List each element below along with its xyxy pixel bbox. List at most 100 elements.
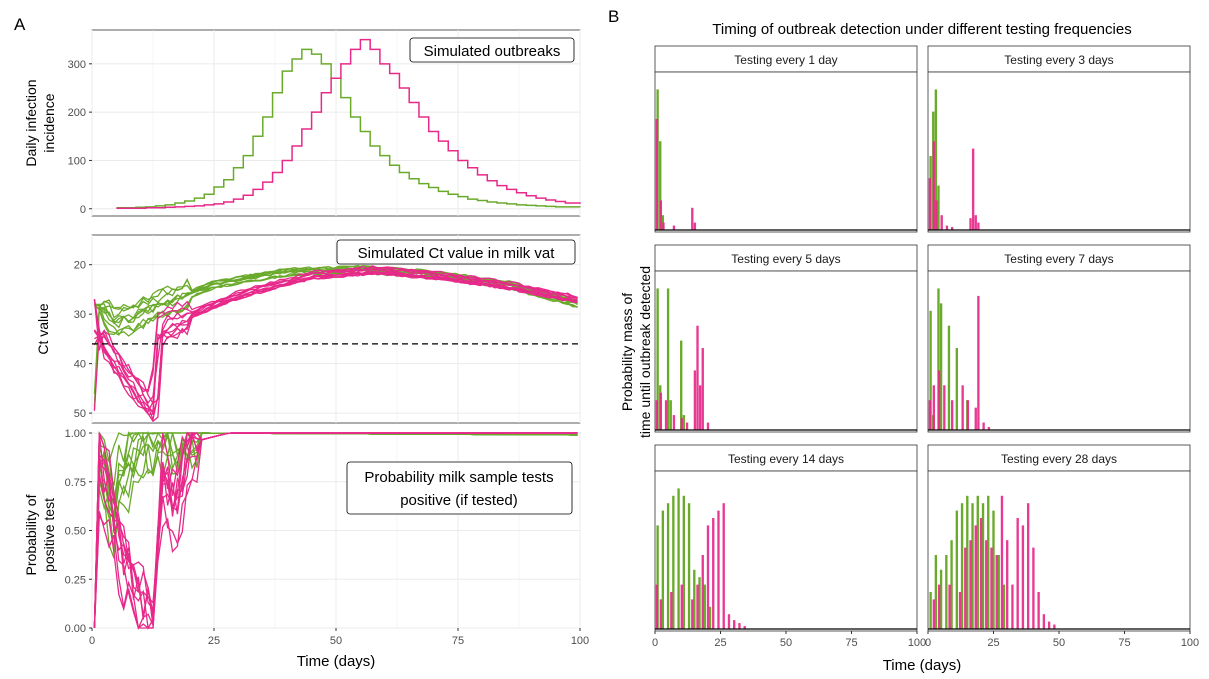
detection-xlabel: Time (days) [883,657,962,674]
x-tick-label: 75 [452,635,464,647]
incidence-series-1 [116,48,581,209]
bar-outbreak-b [928,178,932,230]
bar-outbreak-b [727,614,731,629]
facet-strip-label: Testing every 1 day [734,53,837,67]
bar-outbreak-a [656,288,659,430]
bar-outbreak-a [693,569,696,629]
bar-outbreak-b [974,215,977,230]
probability-line-2-10 [93,432,578,630]
bar-outbreak-b [693,222,697,230]
y-tick-label: 1.00 [65,428,86,440]
bar-outbreak-b [664,400,668,430]
facet-strip-label: Testing every 28 days [1001,452,1117,466]
bar-outbreak-a [955,348,958,430]
bar-outbreak-b [977,222,980,230]
facet-5: Testing every 14 days 0 25 50 75 100 [652,444,926,649]
incidence-series [116,38,581,210]
probability-panel: 0.00 0.25 0.50 0.75 1.00 0 25 50 75 100 Probabil… [23,428,589,670]
bar-outbreak-b [945,225,949,230]
incidence-annotation: Simulated outbreaks [424,43,561,60]
bar-outbreak-b [706,422,710,430]
bar-outbreak-b [659,599,663,629]
bar-outbreak-a [947,325,951,430]
bar-outbreak-b [969,218,972,230]
y-tick-label: 30 [74,309,86,321]
facet-strip [654,45,918,73]
probability-series [93,430,578,630]
ct-panel: 20 30 40 50 Ct value Simulated Ct value in … [35,234,581,424]
bar-outbreak-b [696,325,699,430]
x-tick-label: 100 [571,635,589,647]
y-tick-label: 0 [80,204,86,216]
bar-outbreak-a [934,555,938,629]
bar-outbreak-b [928,400,932,430]
y-tick-label: 300 [68,59,86,71]
bar-outbreak-b [701,555,704,629]
bar-outbreak-b [698,385,702,430]
bar-outbreak-b [1042,614,1046,629]
bar-outbreak-b [964,547,967,629]
detection-ylabel-line-2: time until outbreak detected [637,266,653,438]
bar-outbreak-b [1000,495,1004,629]
bar-outbreak-b [655,119,659,230]
facet-strip [927,444,1191,472]
facet-strip-label: Testing every 5 days [731,252,840,266]
bar-outbreak-b [743,626,746,629]
x-tick-label: 0 [652,637,658,649]
y-tick-label: 50 [74,408,86,420]
bar-outbreak-a [656,525,659,629]
bar-outbreak-b [1032,547,1035,629]
incidence-ylabel-line-2: incidence [41,93,57,152]
bar-outbreak-b [966,400,970,430]
bar-outbreak-a [939,569,943,629]
bar-outbreak-a [669,400,672,430]
facet-3: Testing every 5 days [654,244,918,433]
detection-ylabel-line-1: Probability mass of [619,293,635,411]
y-tick-label: 100 [68,155,86,167]
bar-outbreak-b [943,385,946,430]
probability-annotation-line-1: Probability milk sample tests [364,469,553,486]
ct-grid [91,235,581,423]
bar-outbreak-b [670,592,673,629]
bar-outbreak-b [693,370,697,430]
y-tick-label: 40 [74,359,86,371]
bar-outbreak-b [659,200,663,230]
bar-outbreak-a [937,185,940,230]
detection-facets: Testing every 1 day Testing every 3 days T… [652,45,1199,649]
bar-outbreak-a [666,503,670,629]
ct-line-2-9 [93,273,578,415]
x-tick-label: 25 [714,637,726,649]
x-tick-label: 75 [1118,637,1130,649]
incidence-series-2 [116,38,581,210]
bar-outbreak-b [940,215,943,230]
facet-plot-frame [927,71,1191,233]
detection-title: Timing of outbreak detection under diffe… [712,21,1131,38]
x-tick-label: 0 [89,635,95,647]
facet-plot-frame [654,71,918,233]
bar-outbreak-b [1053,624,1056,629]
bar-outbreak-b [1011,584,1014,629]
bar-outbreak-a [992,510,995,629]
facet-4: Testing every 7 days [927,244,1191,433]
probability-ylabel-line-2: positive test [41,498,57,572]
incidence-grid [91,30,581,216]
bar-outbreak-b [685,422,689,430]
bar-outbreak-b [1016,518,1019,629]
bar-outbreak-b [696,584,699,629]
bar-outbreak-b [969,540,972,629]
incidence-ylabel-line-1: Daily infection [23,79,39,166]
bar-outbreak-b [712,518,715,629]
ct-ylabel: Ct value [35,303,51,355]
probability-annotation-line-2: positive (if tested) [400,492,518,509]
bar-outbreak-b [733,620,736,629]
incidence-annotation-box [409,37,575,63]
bar-outbreak-a [966,495,969,629]
bar-outbreak-b [691,599,694,629]
bar-outbreak-b [680,584,683,629]
bar-outbreak-a [698,577,701,629]
incidence-y-ticks: 0 100 200 300 [68,59,92,216]
bar-outbreak-b [987,427,991,430]
probability-x-ticks: 0 25 50 75 100 [89,628,589,647]
ct-series [93,264,578,423]
